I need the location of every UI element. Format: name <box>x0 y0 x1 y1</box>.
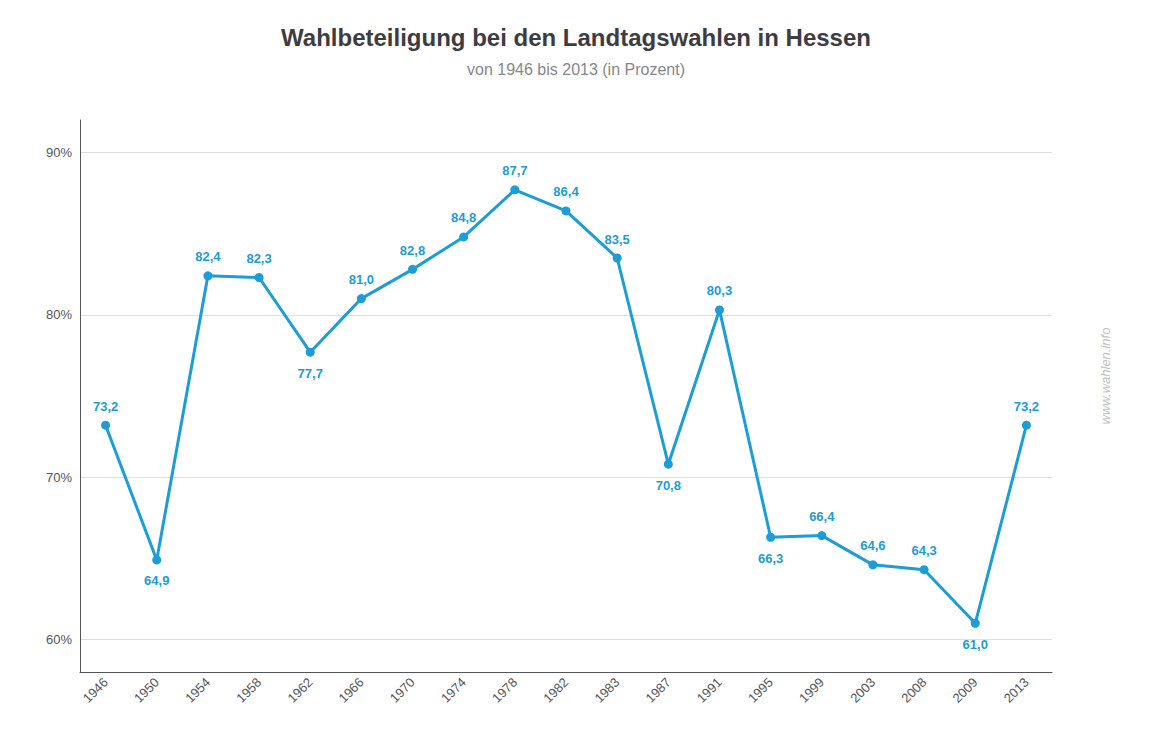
svg-text:1974: 1974 <box>438 675 469 706</box>
svg-text:66,4: 66,4 <box>809 509 835 524</box>
svg-text:60%: 60% <box>46 632 72 647</box>
svg-text:1970: 1970 <box>387 675 418 706</box>
svg-text:1999: 1999 <box>796 675 827 706</box>
svg-text:2003: 2003 <box>847 675 878 706</box>
svg-text:61,0: 61,0 <box>963 637 988 652</box>
svg-text:66,3: 66,3 <box>758 551 783 566</box>
svg-text:von 1946 bis 2013 (in Prozent): von 1946 bis 2013 (in Prozent) <box>467 61 685 78</box>
svg-text:2013: 2013 <box>1001 675 1032 706</box>
svg-text:82,8: 82,8 <box>400 243 425 258</box>
svg-text:1962: 1962 <box>284 675 315 706</box>
svg-text:64,9: 64,9 <box>144 573 169 588</box>
svg-text:2009: 2009 <box>950 675 981 706</box>
svg-text:Wahlbeteiligung bei den Landta: Wahlbeteiligung bei den Landtagswahlen i… <box>281 24 871 51</box>
svg-text:1950: 1950 <box>131 675 162 706</box>
svg-text:1982: 1982 <box>540 675 571 706</box>
svg-text:82,4: 82,4 <box>195 249 221 264</box>
svg-text:1983: 1983 <box>591 675 622 706</box>
svg-text:1978: 1978 <box>489 675 520 706</box>
svg-text:80,3: 80,3 <box>707 283 732 298</box>
svg-text:1954: 1954 <box>182 675 213 706</box>
svg-text:82,3: 82,3 <box>246 251 271 266</box>
svg-text:73,2: 73,2 <box>1014 399 1039 414</box>
svg-text:84,8: 84,8 <box>451 210 476 225</box>
svg-text:1995: 1995 <box>745 675 776 706</box>
svg-text:64,6: 64,6 <box>860 538 885 553</box>
svg-text:2008: 2008 <box>898 675 929 706</box>
svg-text:1946: 1946 <box>80 675 111 706</box>
svg-text:70,8: 70,8 <box>656 478 681 493</box>
svg-text:1958: 1958 <box>233 675 264 706</box>
svg-text:90%: 90% <box>46 145 72 160</box>
svg-text:81,0: 81,0 <box>349 272 374 287</box>
svg-text:83,5: 83,5 <box>605 232 630 247</box>
svg-text:73,2: 73,2 <box>93 399 118 414</box>
svg-text:1991: 1991 <box>694 675 725 706</box>
svg-text:80%: 80% <box>46 307 72 322</box>
svg-text:70%: 70% <box>46 470 72 485</box>
svg-text:1987: 1987 <box>643 675 674 706</box>
svg-text:www.wahlen.info: www.wahlen.info <box>1098 328 1113 425</box>
svg-text:87,7: 87,7 <box>502 163 527 178</box>
svg-text:77,7: 77,7 <box>298 366 323 381</box>
svg-text:1966: 1966 <box>336 675 367 706</box>
svg-text:64,3: 64,3 <box>911 543 936 558</box>
svg-text:86,4: 86,4 <box>553 184 579 199</box>
